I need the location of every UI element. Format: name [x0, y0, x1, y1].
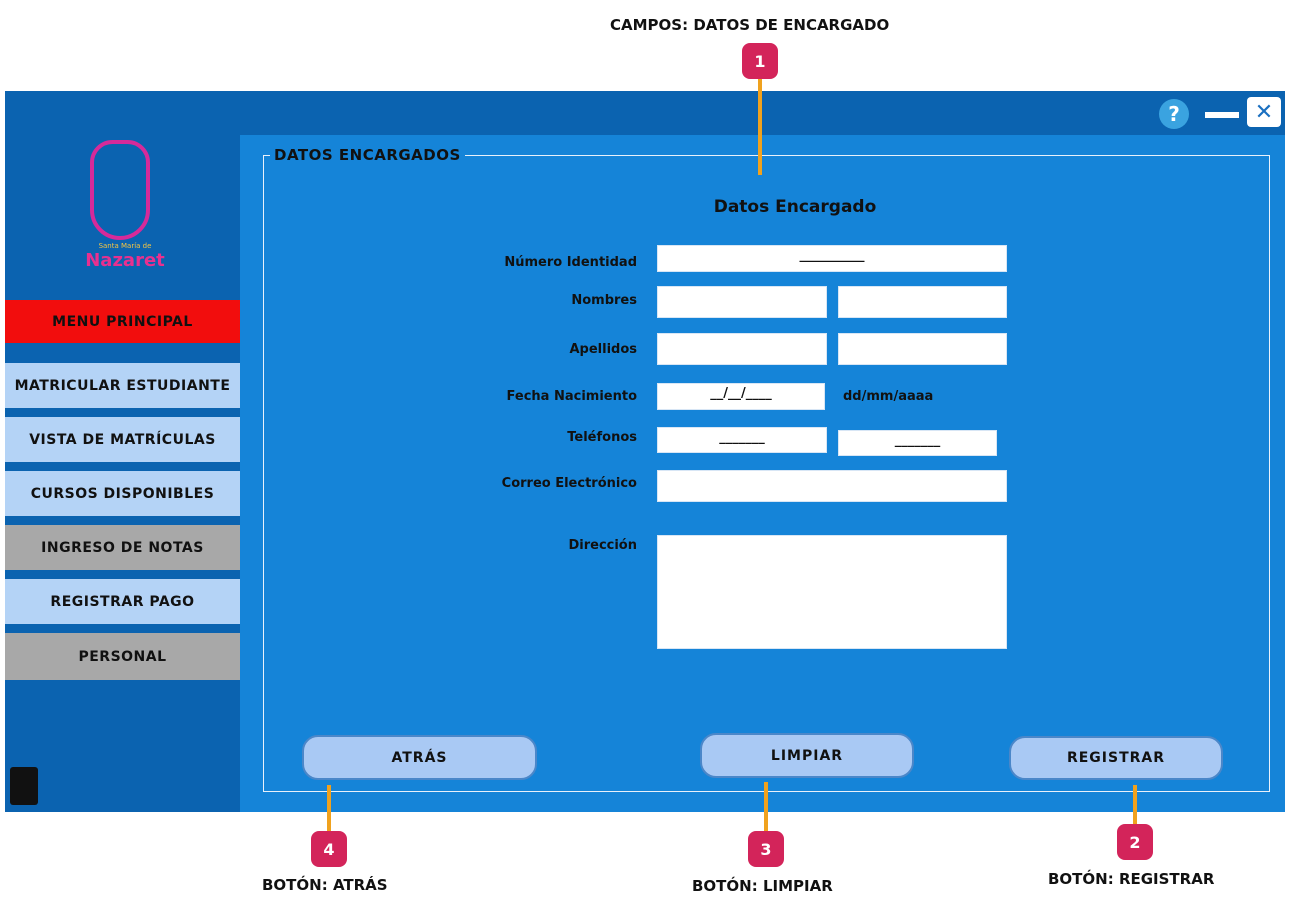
menu-item[interactable]: CURSOS DISPONIBLES — [5, 471, 240, 516]
id-mask: __________ — [799, 248, 865, 263]
register-button[interactable]: REGISTRAR — [1009, 736, 1223, 780]
date-hint: dd/mm/aaaa — [843, 389, 934, 404]
date-mask: __/__/____ — [710, 386, 772, 401]
callout-label: BOTÓN: ATRÁS — [262, 876, 388, 894]
close-icon[interactable]: ✕ — [1247, 97, 1281, 127]
callout-marker: 2 — [1117, 824, 1153, 860]
surname-input[interactable] — [838, 333, 1007, 365]
clear-button[interactable]: LIMPIAR — [700, 733, 914, 778]
surname-input[interactable] — [657, 333, 827, 365]
legend: DATOS ENCARGADOS — [270, 146, 465, 164]
address-input[interactable] — [657, 535, 1007, 649]
back-button[interactable]: ATRÁS — [302, 735, 537, 780]
phone-mask: _______ — [894, 433, 941, 448]
id-input[interactable]: __________ — [657, 245, 1007, 272]
field-label: Fecha Nacimiento — [506, 389, 637, 404]
callout-marker: 4 — [311, 831, 347, 867]
field-label: Apellidos — [569, 342, 637, 357]
field-label: Dirección — [568, 538, 637, 553]
date-input[interactable]: __/__/____ — [657, 383, 825, 410]
menu-item[interactable]: PERSONAL — [5, 633, 240, 680]
field-label: Teléfonos — [567, 430, 637, 445]
callout-line — [764, 782, 768, 832]
menu-item[interactable]: VISTA DE MATRÍCULAS — [5, 417, 240, 462]
logo-line1: Santa María de — [98, 242, 152, 250]
field-label: Nombres — [571, 293, 637, 308]
minimize-icon[interactable] — [1205, 112, 1239, 118]
menu-item[interactable]: REGISTRAR PAGO — [5, 579, 240, 624]
callout-label: BOTÓN: LIMPIAR — [692, 877, 833, 895]
callout-marker: 1 — [742, 43, 778, 79]
phone-input[interactable]: _______ — [838, 430, 997, 456]
exit-icon[interactable] — [10, 767, 38, 805]
menu-item[interactable]: INGRESO DE NOTAS — [5, 525, 240, 570]
heading: Datos Encargado — [713, 197, 877, 217]
phone-mask: _______ — [719, 430, 765, 445]
callout-label: BOTÓN: REGISTRAR — [1048, 870, 1215, 888]
callout-line — [1133, 785, 1137, 827]
menu-header: MENU PRINCIPAL — [5, 300, 240, 343]
callout-label: CAMPOS: DATOS DE ENCARGADO — [610, 16, 890, 34]
field-label: Número Identidad — [504, 255, 637, 270]
name-input[interactable] — [838, 286, 1007, 318]
phone-input[interactable]: _______ — [657, 427, 827, 453]
callout-marker: 3 — [748, 831, 784, 867]
menu-item[interactable]: MATRICULAR ESTUDIANTE — [5, 363, 240, 408]
logo-figure — [90, 140, 150, 240]
field-label: Correo Electrónico — [501, 476, 637, 491]
email-input[interactable] — [657, 470, 1007, 502]
help-icon[interactable]: ? — [1159, 99, 1189, 129]
logo-line2: Nazaret — [85, 250, 165, 271]
callout-line — [327, 785, 331, 832]
name-input[interactable] — [657, 286, 827, 318]
callout-line — [758, 78, 762, 175]
